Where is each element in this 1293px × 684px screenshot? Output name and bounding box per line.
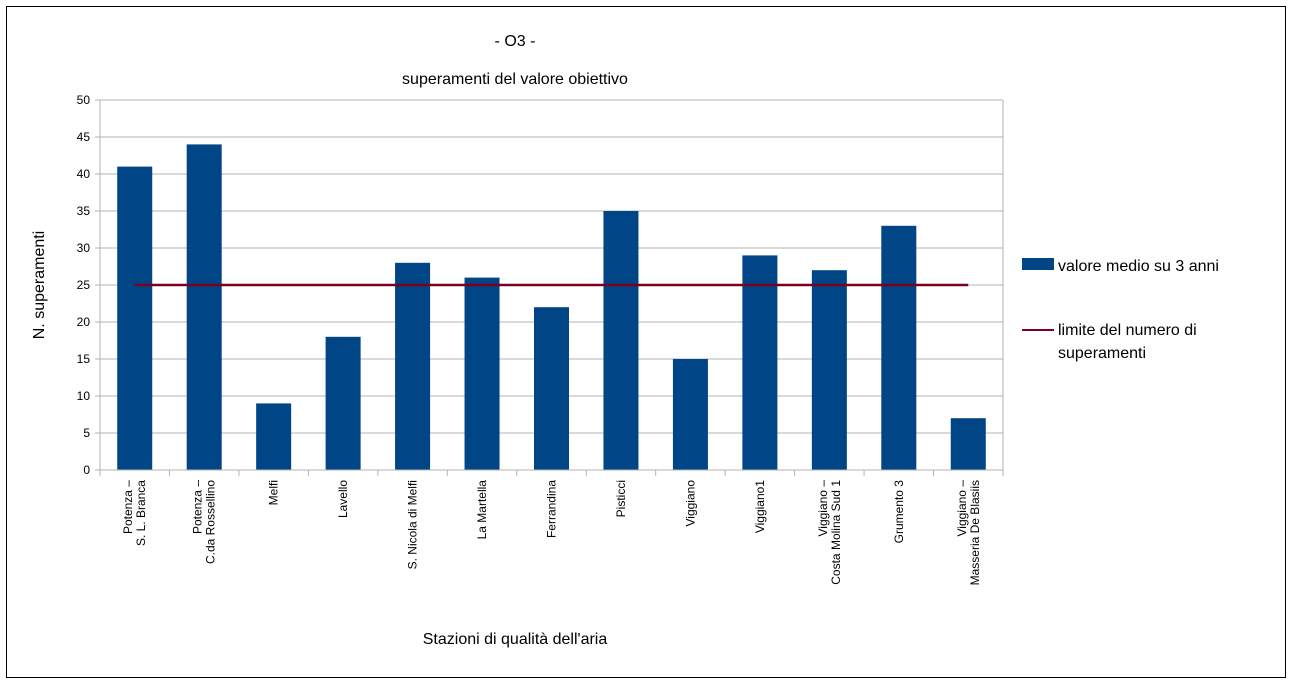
x-tick-label-line: S. L. Branca: [134, 480, 148, 546]
chart-subtitle: superamenti del valore obiettivo: [402, 71, 628, 88]
bar: [881, 225, 917, 470]
y-tick-label: 35: [77, 204, 91, 218]
x-tick-label-line: Potenza –: [121, 480, 135, 534]
x-tick-label: Lavello: [336, 480, 350, 518]
x-tick-label-line: Ferrandina: [545, 480, 559, 538]
x-tick-label-line: Grumento 3: [892, 480, 906, 544]
x-tick-label: Viggiano: [683, 480, 697, 527]
legend-swatch-bar: [1022, 258, 1054, 270]
x-tick-label-line: Melfi: [267, 480, 281, 505]
bar: [742, 255, 778, 470]
y-tick-label: 10: [77, 389, 91, 403]
x-axis-label: Stazioni di qualità dell'aria: [423, 631, 608, 648]
x-tick-label: Viggiano – Masseria De Blasiis: [955, 480, 982, 586]
bar: [603, 211, 639, 470]
y-tick-label: 15: [77, 352, 91, 366]
y-tick-label: 30: [77, 241, 91, 255]
x-tick-label: Potenza – S. L. Branca: [121, 480, 148, 546]
y-tick-label: 0: [83, 463, 90, 477]
bar: [186, 144, 222, 470]
x-tick-label-line: Pisticci: [614, 480, 628, 517]
y-axis-ticks: 0 5 10 15 20 25 30 35 40 45 50: [77, 93, 100, 477]
y-tick-label: 45: [77, 130, 91, 144]
bars: [117, 144, 986, 470]
y-tick-label: 20: [77, 315, 91, 329]
x-tick-label-line: Viggiano1: [753, 480, 767, 533]
x-tick-label-line: Viggiano –: [816, 480, 830, 537]
bar: [950, 418, 986, 470]
legend: valore medio su 3 anni limite del numero…: [1022, 258, 1219, 362]
y-tick-label: 5: [83, 426, 90, 440]
x-tick-label-line: S. Nicola di Melfi: [406, 480, 420, 569]
bar: [811, 270, 847, 470]
gridlines: [100, 99, 1003, 434]
x-tick-label-line: Masseria De Blasiis: [968, 480, 982, 585]
y-tick-label: 50: [77, 93, 91, 107]
x-tick-label: Viggiano – Costa Molina Sud 1: [816, 480, 843, 585]
bar: [395, 262, 431, 470]
legend-label-line: limite del numero di superamenti: [1058, 322, 1201, 362]
x-tick-label: Grumento 3: [892, 480, 906, 544]
bar: [534, 307, 569, 470]
y-tick-label: 40: [77, 167, 91, 181]
bar: [256, 403, 292, 470]
x-tick-label-line: La Martella: [475, 480, 489, 540]
bar: [464, 277, 500, 470]
x-tick-label: Melfi: [267, 480, 281, 505]
x-tick-label-line: Potenza –: [191, 480, 205, 534]
x-tick-label: S. Nicola di Melfi: [406, 480, 420, 569]
legend-label-line-part2: superamenti: [1058, 345, 1146, 362]
legend-label-line-part1: limite del numero di: [1058, 322, 1197, 339]
bar: [325, 336, 361, 470]
x-tick-label: Ferrandina: [545, 480, 559, 538]
chart-title: - O3 -: [495, 33, 536, 50]
x-tick-label-line: Lavello: [336, 480, 350, 518]
x-tick-label-line: Viggiano: [683, 480, 697, 527]
x-tick-label-line: Costa Molina Sud 1: [829, 480, 843, 585]
legend-label-bar: valore medio su 3 anni: [1058, 258, 1219, 275]
bar: [672, 359, 708, 470]
x-tick-label: Pisticci: [614, 480, 628, 517]
axes: [99, 100, 1004, 471]
y-axis-label: N. superamenti: [31, 231, 48, 340]
x-tick-label-line: C.da Rossellino: [204, 480, 218, 564]
x-tick-label: La Martella: [475, 480, 489, 540]
x-axis-ticks: Potenza – S. L. Branca Potenza – C.da Rosse…: [99, 470, 1004, 586]
y-tick-label: 25: [77, 278, 91, 292]
bar: [117, 166, 153, 470]
x-tick-label: Potenza – C.da Rossellino: [191, 480, 218, 564]
x-tick-label-line: Viggiano –: [955, 480, 969, 537]
x-tick-label: Viggiano1: [753, 480, 767, 533]
